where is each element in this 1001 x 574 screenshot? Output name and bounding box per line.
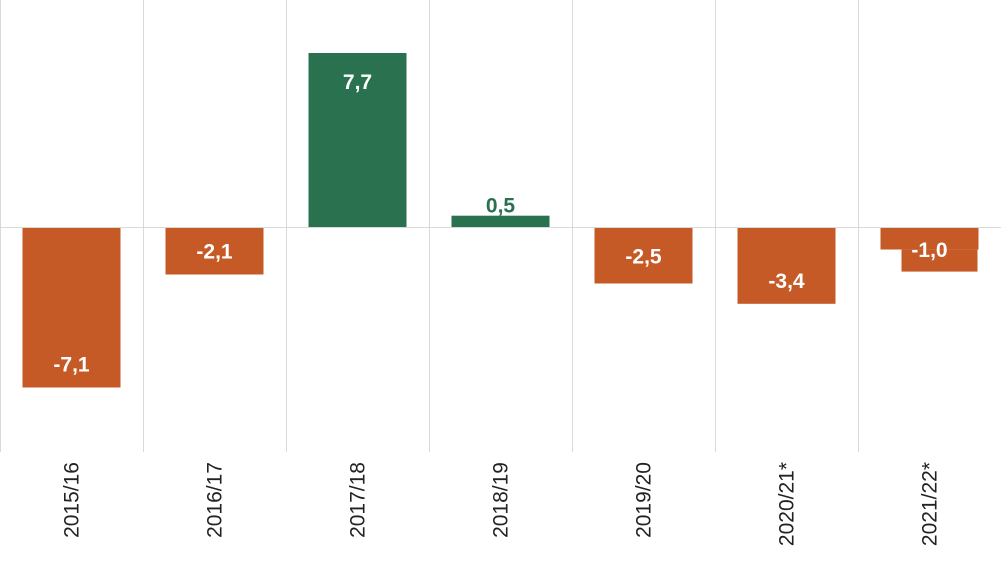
bar-2021-22- [880, 227, 979, 250]
bar-2015-16 [22, 227, 121, 388]
grid-lines [0, 0, 859, 452]
bars [22, 53, 979, 388]
data-label: -3,4 [768, 270, 805, 293]
x-tick-label: 2018/19 [490, 462, 513, 538]
data-label: -2,5 [625, 245, 662, 268]
x-axis-tick-labels: 2015/16 2016/17 2017/18 2018/19 2019/20 2020/… [61, 462, 942, 546]
data-label: -7,1 [53, 354, 90, 377]
data-label: -2,1 [196, 241, 233, 264]
x-tick-label: 2017/18 [347, 462, 370, 538]
x-tick-label: 2019/20 [633, 462, 656, 538]
x-tick-label: 2021/22* [919, 462, 942, 546]
bar-2020-21- [737, 227, 836, 304]
label-background [901, 249, 978, 272]
bar-2017-18 [308, 53, 407, 227]
data-labels: -7,1 -2,1 7,7 0,5 -2,5 -3,4 -1,0 [53, 71, 978, 377]
bar-2019-20 [594, 227, 693, 284]
label-gap [877, 249, 902, 274]
data-label: -1,0 [911, 239, 947, 262]
x-tick-label: 2020/21* [776, 462, 799, 546]
bar-2016-17 [165, 227, 264, 275]
data-label: 0,5 [486, 195, 516, 218]
x-tick-label: 2015/16 [61, 462, 84, 538]
bar-2018-19 [451, 215, 550, 227]
data-label: 7,7 [343, 71, 372, 94]
x-tick-label: 2016/17 [204, 462, 227, 538]
